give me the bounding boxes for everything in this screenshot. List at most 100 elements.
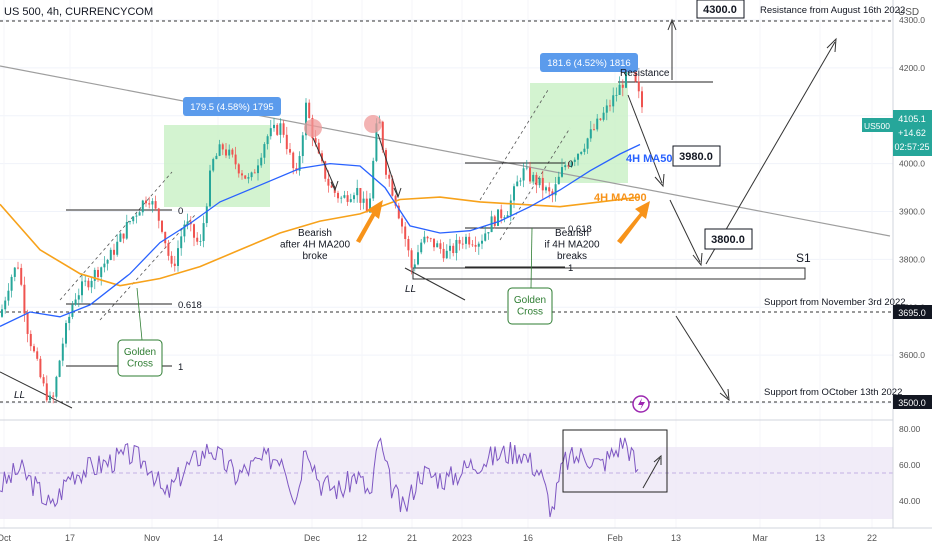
- candle-body: [497, 209, 499, 226]
- candle-body: [589, 129, 592, 139]
- candle-body: [359, 187, 362, 203]
- candle-body: [433, 238, 435, 248]
- candle-body: [125, 222, 128, 239]
- candle-body: [487, 232, 490, 234]
- candle-body: [113, 249, 115, 255]
- candle-body: [36, 351, 39, 359]
- descending-trendline[interactable]: [0, 65, 891, 237]
- candle-body: [465, 236, 467, 244]
- candle-body: [397, 205, 400, 219]
- target-4300-box: [696, 0, 745, 19]
- candle-body: [401, 218, 403, 227]
- candle-body: [442, 248, 445, 259]
- price-tick-label: 4300.0: [899, 15, 925, 25]
- support-s1-box[interactable]: [412, 267, 806, 280]
- candle-body: [298, 156, 301, 171]
- candle-body: [509, 200, 512, 216]
- candle-body: [413, 264, 416, 268]
- candle-body: [349, 199, 352, 202]
- current-symbol-tag: [862, 118, 893, 132]
- candle-body: [148, 203, 151, 205]
- usd-label: USD: [898, 7, 919, 18]
- candle-body: [612, 95, 615, 107]
- candle-body: [55, 376, 58, 397]
- candle-body: [372, 160, 375, 199]
- candle-body: [282, 123, 285, 135]
- candle-body: [340, 197, 343, 199]
- arrowhead-3800: [692, 252, 703, 267]
- candle-body: [68, 316, 71, 324]
- bearish-arrow-right: [377, 133, 399, 197]
- fib-left-0-label: 0: [178, 206, 183, 217]
- resistance-label: Resistance: [620, 68, 670, 79]
- target-3800-box: [704, 228, 753, 250]
- candle-body: [141, 200, 144, 213]
- target-4300-text: 4300.0: [703, 4, 737, 16]
- chart-title: US 500, 4h, CURRENCYCOM: [4, 6, 153, 18]
- candle-body: [452, 245, 455, 254]
- arrow-to-3800: [669, 199, 701, 263]
- candle-body: [161, 220, 163, 232]
- price-tick-label: 4200.0: [899, 63, 925, 73]
- candle-body: [625, 69, 627, 88]
- candle-body: [554, 184, 557, 196]
- candle-body: [484, 233, 487, 241]
- candle-body: [215, 155, 218, 160]
- candle-body: [477, 243, 480, 247]
- candle-body: [522, 168, 525, 181]
- candle-body: [193, 224, 195, 238]
- rsi-tick-label: 40.00: [899, 496, 921, 506]
- candle-body: [289, 149, 291, 153]
- grid: [0, 19, 893, 404]
- candle-body: [445, 250, 448, 259]
- current-change-text: +14.62: [898, 128, 926, 138]
- candle-body: [199, 241, 202, 242]
- golden-cross-right-text: Golden Cross: [514, 295, 546, 318]
- candle-body: [279, 123, 282, 135]
- current-price-text: 4105.1: [898, 114, 926, 124]
- candle-body: [81, 281, 83, 296]
- candle-body: [20, 267, 23, 285]
- candle-body: [356, 187, 359, 196]
- candle-body: [618, 84, 621, 95]
- candle-body: [119, 233, 122, 242]
- candle-body: [513, 186, 515, 201]
- candle-body: [346, 195, 349, 202]
- rsi-up-arrow: [642, 457, 661, 489]
- candle-body: [228, 149, 231, 156]
- candle-body: [439, 243, 442, 249]
- candle-body: [407, 239, 410, 251]
- candle-body: [468, 236, 471, 245]
- ma50-line[interactable]: [0, 143, 641, 327]
- candle-body: [180, 236, 183, 249]
- candle-body: [77, 295, 80, 300]
- candle-body: [45, 383, 48, 401]
- candle-body: [106, 260, 109, 264]
- candle-body: [263, 144, 266, 158]
- time-tick-label: 16: [523, 533, 533, 543]
- candle-body: [1, 309, 3, 317]
- time-tick-label: 13: [815, 533, 825, 543]
- golden-cross-left-box: [117, 339, 163, 377]
- measure-badge-left: [183, 97, 281, 116]
- rsi-line[interactable]: [0, 437, 639, 518]
- current-price-badge: [893, 110, 932, 156]
- candle-body: [385, 150, 387, 175]
- candle-body: [637, 81, 640, 92]
- countdown-text: 02:57:25: [894, 142, 929, 152]
- target-3800-text: 3800.0: [711, 234, 745, 246]
- candle-body: [551, 191, 554, 196]
- candle-body: [4, 300, 7, 310]
- candle-body: [388, 174, 391, 179]
- candle-body: [493, 216, 496, 226]
- price-axis[interactable]: [893, 0, 932, 550]
- candle-body: [305, 102, 307, 136]
- peak-marker-left: [304, 119, 322, 137]
- candle-body: [436, 243, 439, 248]
- candle-body: [317, 142, 320, 154]
- candle-body: [621, 84, 624, 88]
- candle-body: [449, 245, 451, 251]
- channel-right-lower: [499, 127, 571, 241]
